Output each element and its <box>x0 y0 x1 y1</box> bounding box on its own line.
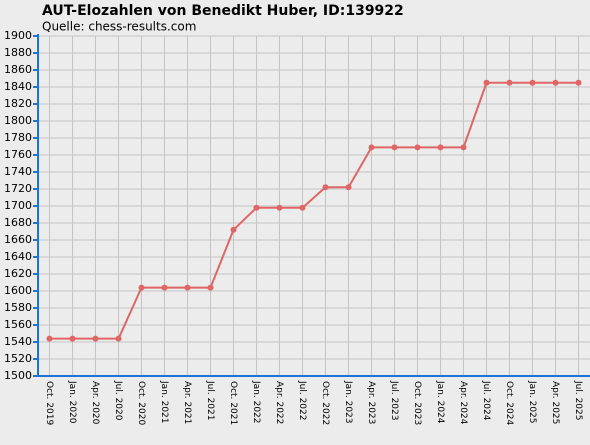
x-tick-label: Jul. 2024 <box>481 380 491 421</box>
point <box>506 79 513 86</box>
x-tick-label: Jul. 2021 <box>205 380 215 421</box>
point <box>345 184 352 191</box>
point <box>253 204 260 211</box>
y-tick-label: 1900 <box>4 29 32 42</box>
y-tick-label: 1880 <box>4 46 32 59</box>
point <box>414 144 421 151</box>
x-tick-label: Jan. 2025 <box>527 380 537 424</box>
y-tick-label: 1560 <box>4 318 32 331</box>
y-tick-label: 1600 <box>4 284 32 297</box>
x-tick-label: Jul. 2022 <box>297 380 307 421</box>
x-tick-label: Apr. 2023 <box>366 381 376 424</box>
point <box>46 335 53 342</box>
chart-title: AUT-Elozahlen von Benedikt Huber, ID:139… <box>42 3 404 19</box>
line <box>49 81 579 340</box>
point <box>322 184 329 191</box>
point <box>460 144 467 151</box>
y-tick-label: 1860 <box>4 63 32 76</box>
y-tick-label: 1660 <box>4 233 32 246</box>
y-tick-label: 1760 <box>4 148 32 161</box>
x-tick-label: Apr. 2022 <box>274 381 284 424</box>
y-tick-label: 1500 <box>4 369 32 382</box>
point <box>529 79 536 86</box>
point <box>230 226 237 233</box>
y-tick-label: 1540 <box>4 335 32 348</box>
y-tick-label: 1700 <box>4 199 32 212</box>
point <box>299 204 306 211</box>
point <box>368 144 375 151</box>
x-tick-label: Jan. 2021 <box>159 380 169 424</box>
point <box>138 284 145 291</box>
y-tick-label: 1640 <box>4 250 32 263</box>
x-tick-label: Jan. 2020 <box>67 380 77 424</box>
point <box>69 335 76 342</box>
x-tick-label: Apr. 2021 <box>182 381 192 424</box>
y-tick-label: 1520 <box>4 352 32 365</box>
point <box>437 144 444 151</box>
y-tick-label: 1740 <box>4 165 32 178</box>
point <box>92 335 99 342</box>
point <box>115 335 122 342</box>
point <box>207 284 214 291</box>
x-tick-label: Jan. 2023 <box>343 380 353 424</box>
y-tick-label: 1620 <box>4 267 32 280</box>
x-tick-label: Apr. 2025 <box>550 381 560 424</box>
x-tick-label: Jan. 2024 <box>435 380 445 424</box>
point <box>483 79 490 86</box>
point <box>575 79 582 86</box>
x-tick-label: Jul. 2020 <box>113 380 123 421</box>
x-tick-label: Oct. 2022 <box>320 381 330 425</box>
x-tick-label: Oct. 2019 <box>44 381 54 425</box>
x-tick-label: Oct. 2023 <box>412 381 422 425</box>
point <box>276 204 283 211</box>
y-tick-label: 1720 <box>4 182 32 195</box>
point <box>552 79 559 86</box>
y-tick-label: 1820 <box>4 97 32 110</box>
y-tick-label: 1840 <box>4 80 32 93</box>
y-tick-label: 1580 <box>4 301 32 314</box>
y-tick-label: 1800 <box>4 114 32 127</box>
y-tick-label: 1680 <box>4 216 32 229</box>
x-tick-label: Apr. 2020 <box>90 381 100 425</box>
x-tick-label: Oct. 2024 <box>504 381 514 425</box>
chart-subtitle: Quelle: chess-results.com <box>42 20 196 34</box>
point <box>391 144 398 151</box>
point <box>184 284 191 291</box>
point <box>161 284 168 291</box>
x-tick-label: Oct. 2021 <box>228 381 238 425</box>
y-tick-label: 1780 <box>4 131 32 144</box>
x-tick-label: Jul. 2025 <box>573 380 583 421</box>
x-tick-label: Oct. 2020 <box>136 381 146 425</box>
x-tick-label: Jul. 2023 <box>389 380 399 421</box>
x-tick-label: Jan. 2022 <box>251 380 261 424</box>
x-tick-label: Apr. 2024 <box>458 381 468 425</box>
